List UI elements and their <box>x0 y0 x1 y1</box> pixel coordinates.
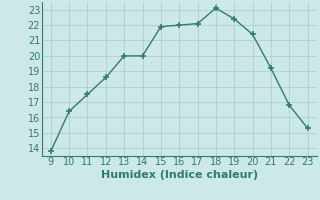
X-axis label: Humidex (Indice chaleur): Humidex (Indice chaleur) <box>100 170 258 180</box>
